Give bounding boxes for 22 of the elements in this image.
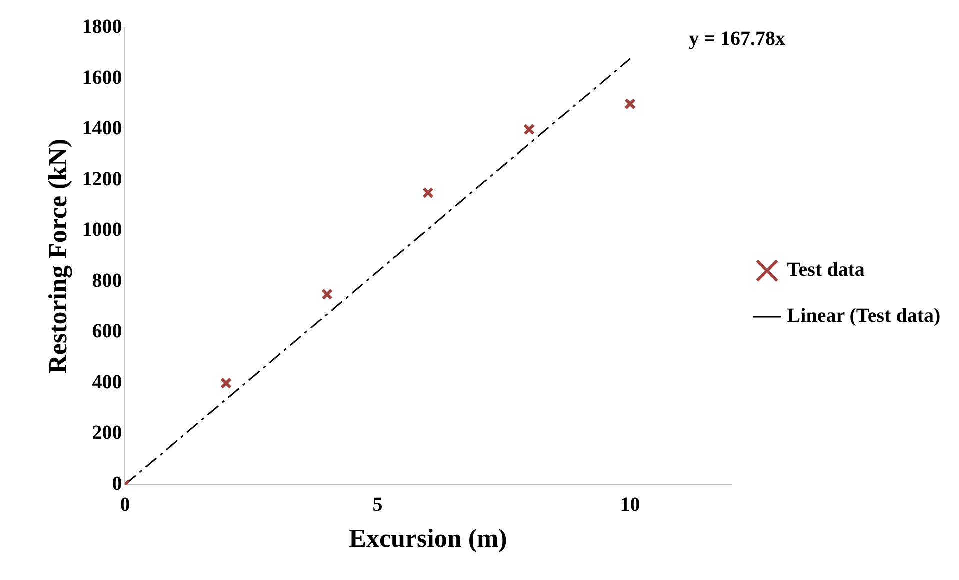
point	[321, 288, 333, 300]
y-tick-label: 800	[92, 270, 122, 292]
legend-label: Linear (Test data)	[787, 305, 941, 328]
y-tick-label: 1600	[82, 66, 122, 89]
x-tick-label: 10	[620, 494, 640, 516]
y-axis-title: Restoring Force (kN)	[43, 138, 72, 374]
point	[422, 187, 434, 199]
y-tick-label: 400	[92, 371, 122, 394]
y-tick-label: 0	[112, 472, 122, 495]
y-tick-label: 1400	[82, 118, 122, 140]
legend-label: Test data	[787, 259, 865, 282]
y-tick-label: 1000	[82, 219, 122, 242]
point	[624, 98, 636, 110]
y-tick-label: 600	[92, 320, 122, 343]
x-tick-label: 5	[372, 494, 383, 516]
y-tick-label: 1800	[82, 16, 122, 38]
point	[220, 378, 232, 390]
point	[524, 124, 536, 136]
x-axis-title: Excursion (m)	[349, 524, 508, 554]
y-tick-label: 1200	[82, 168, 122, 190]
annotation: y = 167.78x	[689, 28, 786, 50]
y-tick-label: 200	[92, 422, 122, 444]
